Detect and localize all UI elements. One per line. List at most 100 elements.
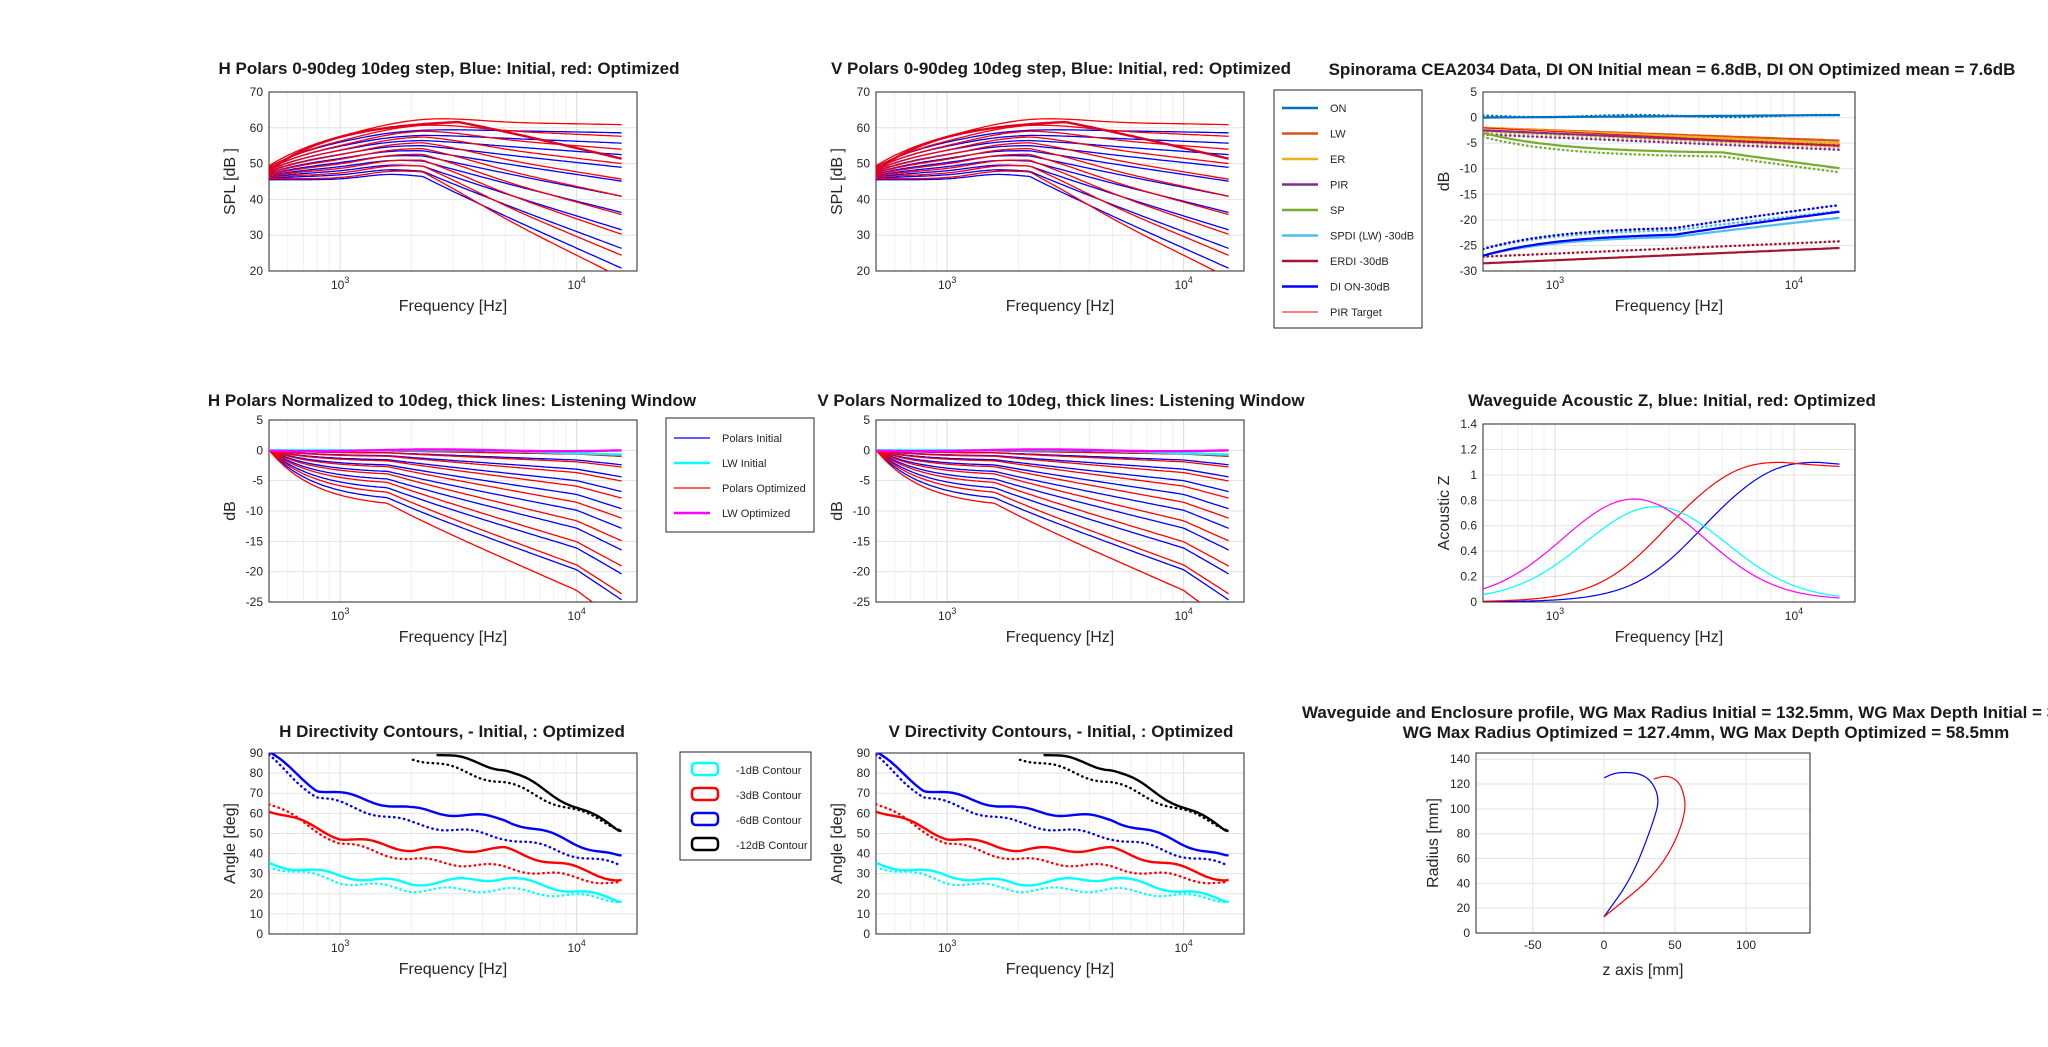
h_polars-optimized-line [269,136,622,171]
h_contours-ytick-label: 0 [256,927,263,941]
spinorama-optimized-line-2 [1483,130,1841,149]
profile-plot-area [1476,753,1810,933]
spinorama-legend-item: LW [1330,129,1346,141]
acoustic_z-xtick-label: 103 [1546,606,1564,623]
spinorama-lines [1483,113,1841,265]
h_polars-xtick-label: 104 [567,275,585,292]
acoustic_z-ytick-label: 1 [1470,468,1477,482]
spinorama-ytick-label: -10 [1460,162,1478,176]
spinorama-optimized-line-0 [1483,113,1841,119]
spinorama-ytick-label: -15 [1460,187,1478,201]
spinorama-ytick-label: -25 [1460,238,1478,252]
spinorama-legend-item: ER [1330,154,1345,166]
v_norm-ytick-label: -25 [853,595,871,609]
h_polars-top-line [269,120,622,172]
v_contours-ytick-label: 80 [857,766,871,780]
v_contours-contour-1 [876,866,1230,904]
v_norm-xlabel: Frequency [Hz] [1006,629,1114,646]
h_contours-xtick-label: 104 [567,938,585,955]
h_polars-initial-line [269,129,622,168]
h_polars-ylabel: SPL [dB ] [222,148,239,215]
spinorama-legend-item: ON [1330,103,1347,115]
acoustic_z-initial-imag [1483,506,1840,597]
profile-ytick-label: 60 [1457,852,1471,866]
spinorama-legend-item: SP [1330,205,1345,217]
v_norm-polars-optimized [876,449,1229,595]
h_norm-polars-initial [269,449,622,510]
acoustic_z-ytick-label: 0.8 [1460,493,1477,507]
h_polars-lines [269,118,622,271]
h_norm-polars-optimized [269,449,594,602]
spinorama-axes: -30 -25 -20 -15 -10 -5 0 5 103 104 [1460,85,1856,292]
h_norm-ytick-label: -15 [246,534,264,548]
h_polars-axes: 20 30 40 50 60 70 103 104 [250,85,638,292]
h_contours-legend-swatch [690,761,720,777]
v_norm-polars-optimized [876,449,1229,482]
acoustic_z-ytick-label: 0.4 [1460,544,1477,558]
v_contours-ytick-label: 50 [857,826,871,840]
v_norm-polars-initial [876,449,1229,529]
h_norm-lines [269,448,622,602]
h_polars-optimized-line [269,159,622,235]
h_norm-legend-item: Polars Initial [722,433,782,445]
acoustic_z-xtick-label: 104 [1785,606,1803,623]
spinorama-optimized-line-4 [1483,135,1841,174]
spinorama-optimized-line-7 [1483,203,1841,251]
profile-ytick-label: 100 [1450,802,1470,816]
h_norm-legend: Polars Initial LW Initial Polars Optimized… [665,417,815,533]
v_norm-polars-optimized [876,449,1229,519]
spinorama-legend-item: DI ON-30dB [1330,282,1390,294]
h_norm-legend-item: LW Initial [722,458,766,470]
h_norm-polars-optimized [269,449,622,567]
h_contours-ytick-label: 30 [250,867,264,881]
v_norm-title: V Polars Normalized to 10deg, thick line… [817,391,1305,410]
h_contours-xlabel: Frequency [Hz] [399,961,507,978]
spinorama-legend-item: ERDI -30dB [1330,256,1389,268]
h_contours-ytick-label: 80 [250,766,264,780]
profile-xtick-label: -50 [1524,938,1542,952]
v_norm-ytick-label: -20 [853,565,871,579]
h_contours-contour-0 [269,861,622,904]
h_polars-xtick-label: 103 [331,275,349,292]
acoustic_z-axes: 0 0.2 0.4 0.6 0.8 1 1.2 1.4 103 104 [1460,417,1856,623]
spinorama-xtick-label: 104 [1785,275,1803,292]
profile-line-1 [1603,775,1686,918]
acoustic_z-ytick-label: 0.2 [1460,570,1477,584]
h_norm-polars-optimized [269,449,622,482]
spinorama-legend: ON LW ER PIR SP SPDI (LW) -30dB ERDI -30dB DI O… [1273,89,1423,329]
h_polars-ytick-label: 60 [250,121,264,135]
v_norm-polars-optimized [876,449,1201,602]
v_polars-optimized-line [876,153,1229,216]
v_polars-ylabel: SPL [dB ] [829,148,846,215]
v_norm-ytick-label: 5 [863,413,870,427]
spinorama-ytick-label: 5 [1470,85,1477,99]
v_polars-initial-line [876,169,1229,250]
v_contours-ytick-label: 30 [857,867,871,881]
v_contours-contour-2 [876,810,1229,882]
h_norm-polars-optimized [269,449,622,542]
h_contours-contour-5 [269,753,623,867]
spinorama-line-8 [1483,127,1840,147]
v_contours-contour-6 [1043,753,1229,833]
h_polars-ytick-label: 50 [250,157,264,171]
h_norm-ytick-label: 5 [256,413,263,427]
spinorama-title: Spinorama CEA2034 Data, DI ON Initial me… [1329,60,2016,79]
v_contours-axes: 0 10 20 30 40 50 60 70 80 90 103 104 [857,746,1245,955]
spinorama-legend-item: SPDI (LW) -30dB [1330,231,1414,243]
h_contours-legend-swatch [690,786,720,802]
spinorama-optimized-line-3 [1483,133,1841,151]
v_contours-xtick-label: 103 [938,938,956,955]
v_polars-optimized-line [876,170,1217,271]
v_norm-polars-initial [876,449,1229,493]
profile-xtick-label: 100 [1736,938,1756,952]
h_norm-polars-initial [269,449,622,601]
h_contours-legend: -1dB Contour -3dB Contour -6dB Contour -12d… [679,751,812,861]
acoustic_z-ytick-label: 1.4 [1460,417,1477,431]
spinorama-line-4 [1483,131,1840,170]
h_norm-xlabel: Frequency [Hz] [399,629,507,646]
profile-xlabel: z axis [mm] [1603,962,1684,979]
v_norm-polars-optimized [876,449,1229,542]
v_norm-lines [876,448,1229,602]
h_contours-contour-1 [269,866,623,904]
